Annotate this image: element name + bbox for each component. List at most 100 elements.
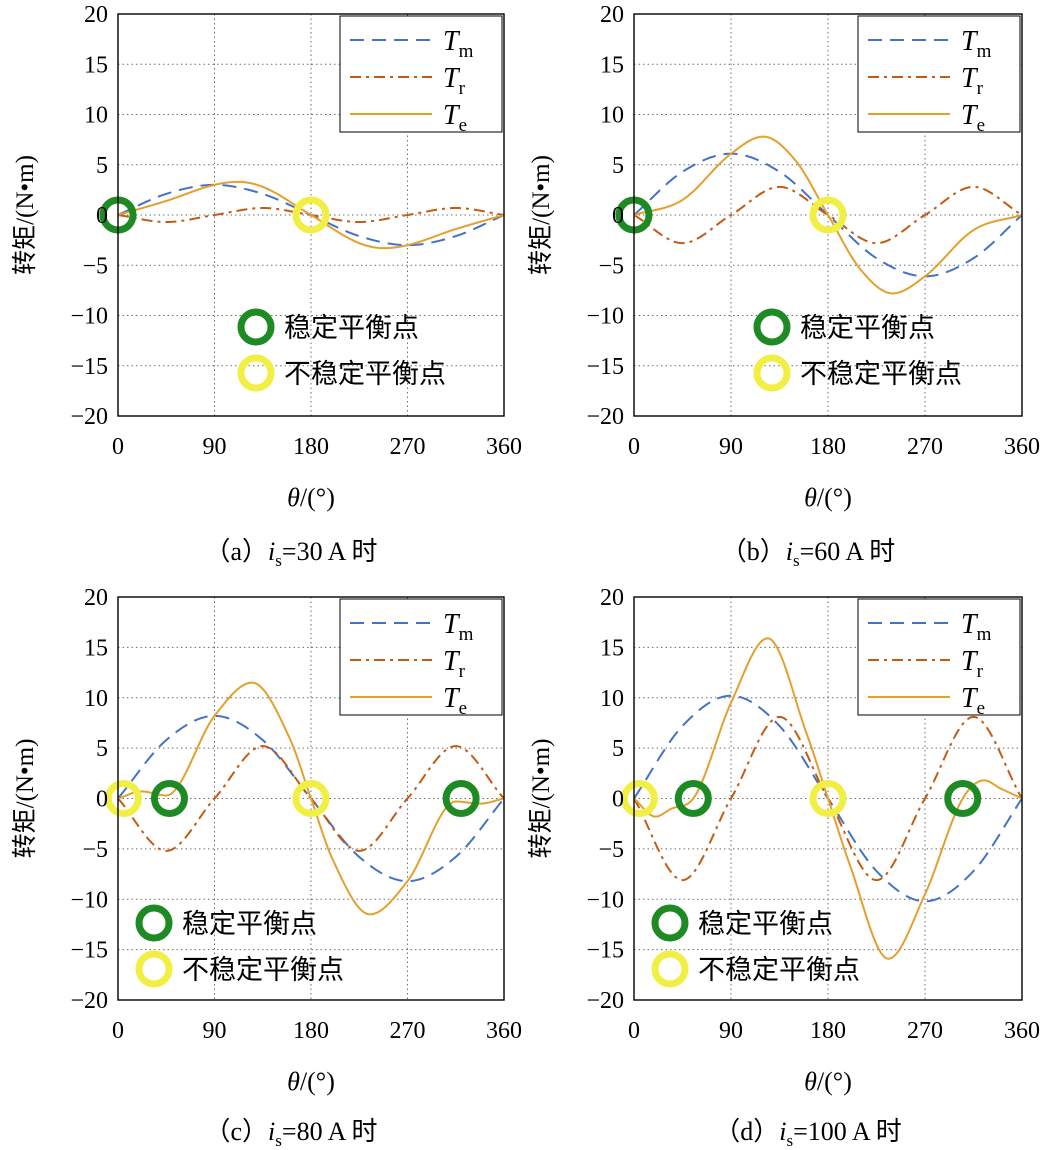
- legend-label-main: T: [443, 683, 461, 714]
- y-tick-label: −10: [70, 887, 108, 913]
- y-tick-label: −5: [598, 837, 624, 863]
- stable-point-marker: [150, 780, 188, 817]
- caption-suffix: =30 A 时: [282, 537, 378, 566]
- legend-stable-marker: [651, 904, 689, 942]
- legend-label-sub: m: [977, 624, 992, 645]
- legend-unstable-marker: [753, 354, 791, 392]
- series-line-Te: [633, 135, 1023, 295]
- x-axis-label: θ/(°): [287, 1067, 335, 1096]
- caption-prefix: （c）: [205, 1117, 269, 1146]
- y-tick-label: 20: [84, 585, 108, 611]
- legend-unstable-marker: [135, 950, 173, 988]
- y-tick-label: 5: [96, 153, 108, 179]
- legend-label-Te: Te: [443, 100, 467, 136]
- y-tick-label: −20: [586, 988, 624, 1014]
- y-tick-label: −15: [70, 354, 108, 380]
- y-tick-label: −15: [586, 938, 624, 964]
- legend-label-Tr: Tr: [961, 63, 984, 99]
- x-tick-label: 360: [1004, 1018, 1040, 1044]
- panel-caption: （a）is=30 A 时: [205, 537, 378, 570]
- y-axis-label: 转矩/(N•m): [11, 155, 39, 275]
- legend-stable-label: 稳定平衡点: [698, 909, 833, 940]
- grid: [118, 14, 504, 416]
- caption-sub: s: [793, 551, 800, 570]
- y-axis-label: 转矩/(N•m): [527, 739, 555, 859]
- legend-label-Tr: Tr: [443, 63, 466, 99]
- legend-unstable-label: 不稳定平衡点: [284, 359, 446, 390]
- legend-label-main: T: [443, 609, 461, 640]
- legend-label-sub: r: [977, 78, 984, 99]
- x-axis-unit: /(°): [817, 483, 852, 512]
- legend-label-sub: r: [459, 78, 466, 99]
- x-tick-label: 360: [1004, 434, 1040, 460]
- legend-label-Tm: Tm: [443, 609, 474, 645]
- series-line-Tm: [117, 714, 505, 883]
- y-tick-label: −5: [598, 253, 624, 279]
- legend-label-main: T: [961, 63, 979, 94]
- y-tick-label: 0: [612, 203, 624, 229]
- legend-label-sub: r: [459, 661, 466, 682]
- x-axis-var: θ: [287, 1067, 300, 1096]
- legend-stable-marker: [135, 904, 173, 942]
- legend-stable-marker: [753, 308, 791, 346]
- legend-label-sub: e: [459, 698, 467, 719]
- y-tick-label: −15: [586, 354, 624, 380]
- caption-var: i: [779, 1117, 786, 1146]
- caption-sub: s: [275, 551, 282, 570]
- legend-label-Tm: Tm: [961, 26, 992, 62]
- y-tick-label: −10: [70, 304, 108, 330]
- unstable-point-marker: [292, 196, 330, 234]
- y-tick-label: 10: [600, 686, 624, 712]
- x-axis-var: θ: [804, 483, 817, 512]
- y-tick-label: 20: [600, 585, 624, 611]
- legend-label-Te: Te: [961, 683, 985, 719]
- series-line-Tr: [633, 185, 1023, 245]
- y-tick-label: −20: [70, 404, 108, 430]
- x-tick-label: 90: [203, 434, 227, 460]
- stable-point-marker: [944, 780, 982, 817]
- y-tick-label: −10: [586, 887, 624, 913]
- y-axis-label: 转矩/(N•m): [527, 155, 555, 275]
- caption-prefix: （b）: [721, 537, 786, 566]
- y-tick-label: 5: [612, 153, 624, 179]
- y-tick-label: 0: [96, 787, 108, 813]
- legend-box: [857, 598, 1021, 716]
- y-axis-label: 转矩/(N•m): [11, 739, 39, 859]
- series-line-Te: [117, 180, 505, 250]
- legend-label-sub: e: [459, 115, 467, 136]
- x-tick-label: 270: [390, 434, 426, 460]
- legend-label-main: T: [961, 646, 979, 677]
- x-tick-label: 180: [293, 1018, 329, 1044]
- legend-unstable-label: 不稳定平衡点: [698, 955, 860, 986]
- caption-suffix: =80 A 时: [282, 1117, 378, 1146]
- y-tick-label: 10: [600, 103, 624, 129]
- x-tick-label: 0: [112, 1018, 124, 1044]
- x-tick-label: 180: [810, 1018, 846, 1044]
- legend-label-main: T: [961, 100, 979, 131]
- legend-label-main: T: [443, 646, 461, 677]
- unstable-point-marker: [809, 196, 847, 234]
- legend-label-sub: r: [977, 661, 984, 682]
- y-tick-label: 15: [84, 52, 108, 78]
- x-tick-label: 0: [628, 434, 640, 460]
- legend-stable-label: 稳定平衡点: [182, 909, 317, 940]
- unstable-point-marker: [292, 780, 330, 817]
- legend-label-sub: m: [459, 41, 474, 62]
- x-axis-var: θ: [287, 483, 300, 512]
- caption-var: i: [268, 537, 275, 566]
- legend-label-main: T: [961, 26, 979, 57]
- legend-label-main: T: [961, 609, 979, 640]
- x-axis-var: θ: [804, 1067, 817, 1096]
- series-line-Te: [117, 681, 505, 916]
- unstable-point-marker: [620, 780, 658, 817]
- legend-box: [339, 598, 503, 716]
- x-tick-label: 270: [390, 1018, 426, 1044]
- caption-suffix: =60 A 时: [800, 537, 896, 566]
- panel-caption: （b）is=60 A 时: [721, 537, 895, 570]
